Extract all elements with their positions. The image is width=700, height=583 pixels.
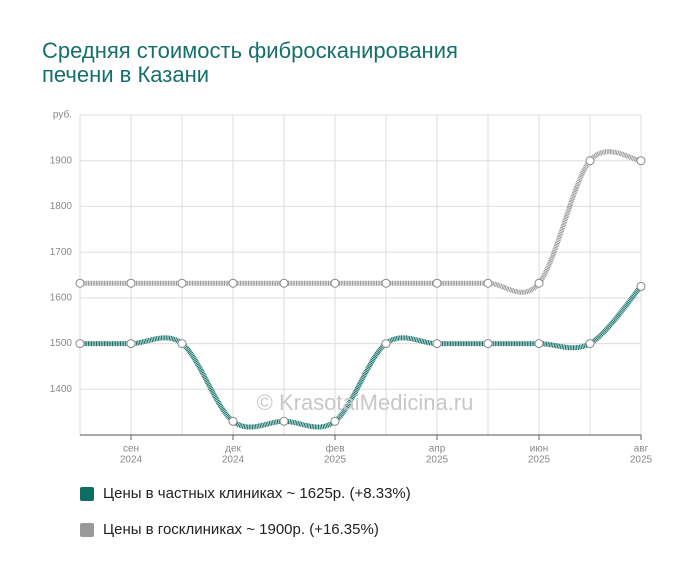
watermark: © KrasotaiMedicina.ru bbox=[257, 390, 474, 415]
chart-title: печени в Казани bbox=[42, 62, 209, 87]
x-tick-label: 2024 bbox=[222, 455, 245, 466]
x-tick-label: июн bbox=[530, 444, 549, 455]
data-point bbox=[177, 278, 187, 288]
data-point bbox=[483, 278, 493, 288]
legend-swatch bbox=[80, 523, 94, 537]
x-tick-label: 2024 bbox=[120, 455, 143, 466]
x-tick-label: 2025 bbox=[630, 455, 653, 466]
y-tick-label: 1600 bbox=[50, 292, 73, 303]
series-line bbox=[80, 284, 643, 430]
data-point bbox=[228, 416, 238, 426]
data-point bbox=[279, 416, 289, 426]
x-tick-label: 2025 bbox=[426, 455, 449, 466]
y-tick-label: 1900 bbox=[50, 155, 73, 166]
data-point bbox=[432, 339, 442, 349]
x-tick-label: апр bbox=[429, 444, 446, 455]
data-point bbox=[585, 339, 595, 349]
x-tick-label: 2025 bbox=[324, 455, 347, 466]
data-point bbox=[228, 278, 238, 288]
data-point bbox=[75, 278, 85, 288]
x-tick-label: авг bbox=[634, 444, 649, 455]
data-point bbox=[636, 156, 646, 166]
legend-swatch bbox=[80, 487, 94, 501]
data-point bbox=[75, 339, 85, 349]
x-tick-label: 2025 bbox=[528, 455, 551, 466]
data-point bbox=[126, 339, 136, 349]
y-tick-label: 1800 bbox=[50, 201, 73, 212]
y-tick-label: 1500 bbox=[50, 338, 73, 349]
data-point bbox=[432, 278, 442, 288]
data-point bbox=[381, 339, 391, 349]
x-tick-label: фев bbox=[325, 443, 344, 455]
x-tick-label: сен bbox=[123, 444, 139, 455]
data-point bbox=[330, 416, 340, 426]
data-point bbox=[585, 156, 595, 166]
chart-title: Средняя стоимость фибросканирования bbox=[42, 38, 458, 63]
data-point bbox=[279, 278, 289, 288]
x-tick-label: дек bbox=[225, 444, 241, 455]
series-line bbox=[80, 149, 642, 295]
grid bbox=[79, 114, 642, 435]
data-point bbox=[483, 339, 493, 349]
data-point bbox=[534, 278, 544, 288]
data-point bbox=[177, 339, 187, 349]
y-tick-label: 1700 bbox=[50, 247, 73, 258]
legend-label: Цены в госклиниках ~ 1900р. (+16.35%) bbox=[103, 521, 379, 538]
data-point bbox=[126, 278, 136, 288]
legend-label: Цены в частных клиниках ~ 1625р. (+8.33%… bbox=[103, 485, 411, 502]
y-tick-label: 1400 bbox=[50, 384, 73, 395]
data-point bbox=[534, 339, 544, 349]
data-point bbox=[636, 281, 646, 291]
data-point bbox=[330, 278, 340, 288]
data-point bbox=[381, 278, 391, 288]
y-unit: руб. bbox=[53, 109, 72, 121]
